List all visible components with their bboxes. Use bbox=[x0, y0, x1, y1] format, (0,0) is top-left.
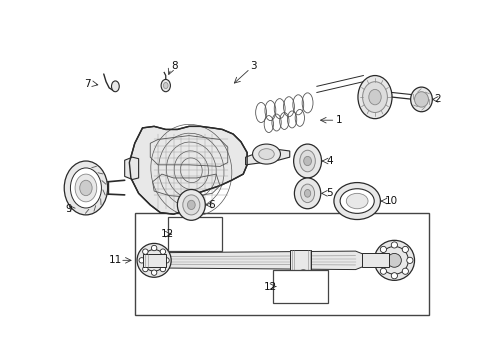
Ellipse shape bbox=[362, 82, 386, 112]
Bar bbox=[142, 254, 165, 266]
Ellipse shape bbox=[151, 245, 157, 251]
Ellipse shape bbox=[304, 189, 310, 197]
Ellipse shape bbox=[375, 257, 381, 264]
Ellipse shape bbox=[294, 178, 320, 209]
Ellipse shape bbox=[368, 89, 381, 105]
Text: 2: 2 bbox=[434, 94, 440, 104]
Ellipse shape bbox=[139, 258, 144, 263]
Ellipse shape bbox=[380, 247, 407, 274]
Ellipse shape bbox=[402, 268, 407, 274]
Ellipse shape bbox=[300, 184, 314, 203]
Ellipse shape bbox=[160, 266, 165, 272]
Text: 11: 11 bbox=[109, 255, 122, 265]
Ellipse shape bbox=[194, 230, 202, 238]
Ellipse shape bbox=[340, 189, 373, 213]
Ellipse shape bbox=[390, 273, 397, 279]
Ellipse shape bbox=[111, 81, 119, 92]
Bar bbox=[289, 250, 311, 270]
Ellipse shape bbox=[346, 193, 367, 209]
Ellipse shape bbox=[298, 270, 307, 277]
Polygon shape bbox=[166, 251, 363, 270]
Ellipse shape bbox=[333, 183, 380, 220]
Ellipse shape bbox=[299, 150, 315, 172]
Ellipse shape bbox=[402, 246, 407, 252]
Ellipse shape bbox=[380, 268, 386, 274]
Ellipse shape bbox=[151, 270, 157, 275]
Ellipse shape bbox=[143, 249, 164, 271]
Ellipse shape bbox=[142, 266, 148, 272]
Ellipse shape bbox=[160, 249, 165, 254]
Ellipse shape bbox=[380, 246, 386, 252]
Text: 10: 10 bbox=[384, 196, 397, 206]
Ellipse shape bbox=[357, 76, 391, 119]
Bar bbox=[361, 253, 388, 267]
Ellipse shape bbox=[187, 200, 195, 210]
Ellipse shape bbox=[280, 283, 289, 290]
Ellipse shape bbox=[390, 242, 397, 248]
Polygon shape bbox=[245, 149, 289, 165]
Text: 9: 9 bbox=[65, 204, 71, 214]
Ellipse shape bbox=[149, 256, 159, 265]
Ellipse shape bbox=[137, 243, 171, 277]
Bar bbox=[168, 217, 222, 251]
Text: 1: 1 bbox=[336, 115, 342, 125]
Ellipse shape bbox=[410, 87, 431, 112]
Ellipse shape bbox=[293, 144, 321, 178]
Ellipse shape bbox=[211, 231, 221, 238]
Ellipse shape bbox=[193, 244, 202, 251]
Ellipse shape bbox=[161, 80, 170, 92]
Ellipse shape bbox=[386, 253, 401, 267]
Ellipse shape bbox=[317, 283, 326, 290]
Ellipse shape bbox=[80, 180, 92, 195]
Text: 12: 12 bbox=[160, 229, 173, 239]
Ellipse shape bbox=[303, 156, 311, 166]
Ellipse shape bbox=[258, 149, 274, 159]
Ellipse shape bbox=[252, 144, 280, 164]
Text: 4: 4 bbox=[325, 156, 332, 166]
Ellipse shape bbox=[163, 258, 169, 263]
Ellipse shape bbox=[177, 189, 205, 220]
Bar bbox=[273, 270, 327, 303]
Polygon shape bbox=[124, 157, 138, 180]
Ellipse shape bbox=[64, 161, 107, 215]
Text: 5: 5 bbox=[325, 188, 332, 198]
Ellipse shape bbox=[298, 296, 307, 303]
Ellipse shape bbox=[299, 283, 306, 291]
Text: 7: 7 bbox=[84, 79, 91, 89]
Text: 8: 8 bbox=[171, 61, 178, 71]
Ellipse shape bbox=[70, 168, 101, 208]
Ellipse shape bbox=[174, 231, 183, 238]
Ellipse shape bbox=[414, 92, 427, 107]
Bar bbox=[135, 213, 428, 315]
Polygon shape bbox=[129, 126, 246, 214]
Ellipse shape bbox=[193, 217, 202, 225]
Ellipse shape bbox=[406, 257, 412, 264]
Ellipse shape bbox=[183, 195, 200, 215]
Ellipse shape bbox=[163, 82, 168, 89]
Ellipse shape bbox=[142, 249, 148, 254]
Ellipse shape bbox=[373, 240, 414, 280]
Ellipse shape bbox=[75, 174, 97, 202]
Text: 12: 12 bbox=[264, 282, 277, 292]
Text: 6: 6 bbox=[208, 200, 215, 210]
Text: 3: 3 bbox=[250, 61, 256, 71]
